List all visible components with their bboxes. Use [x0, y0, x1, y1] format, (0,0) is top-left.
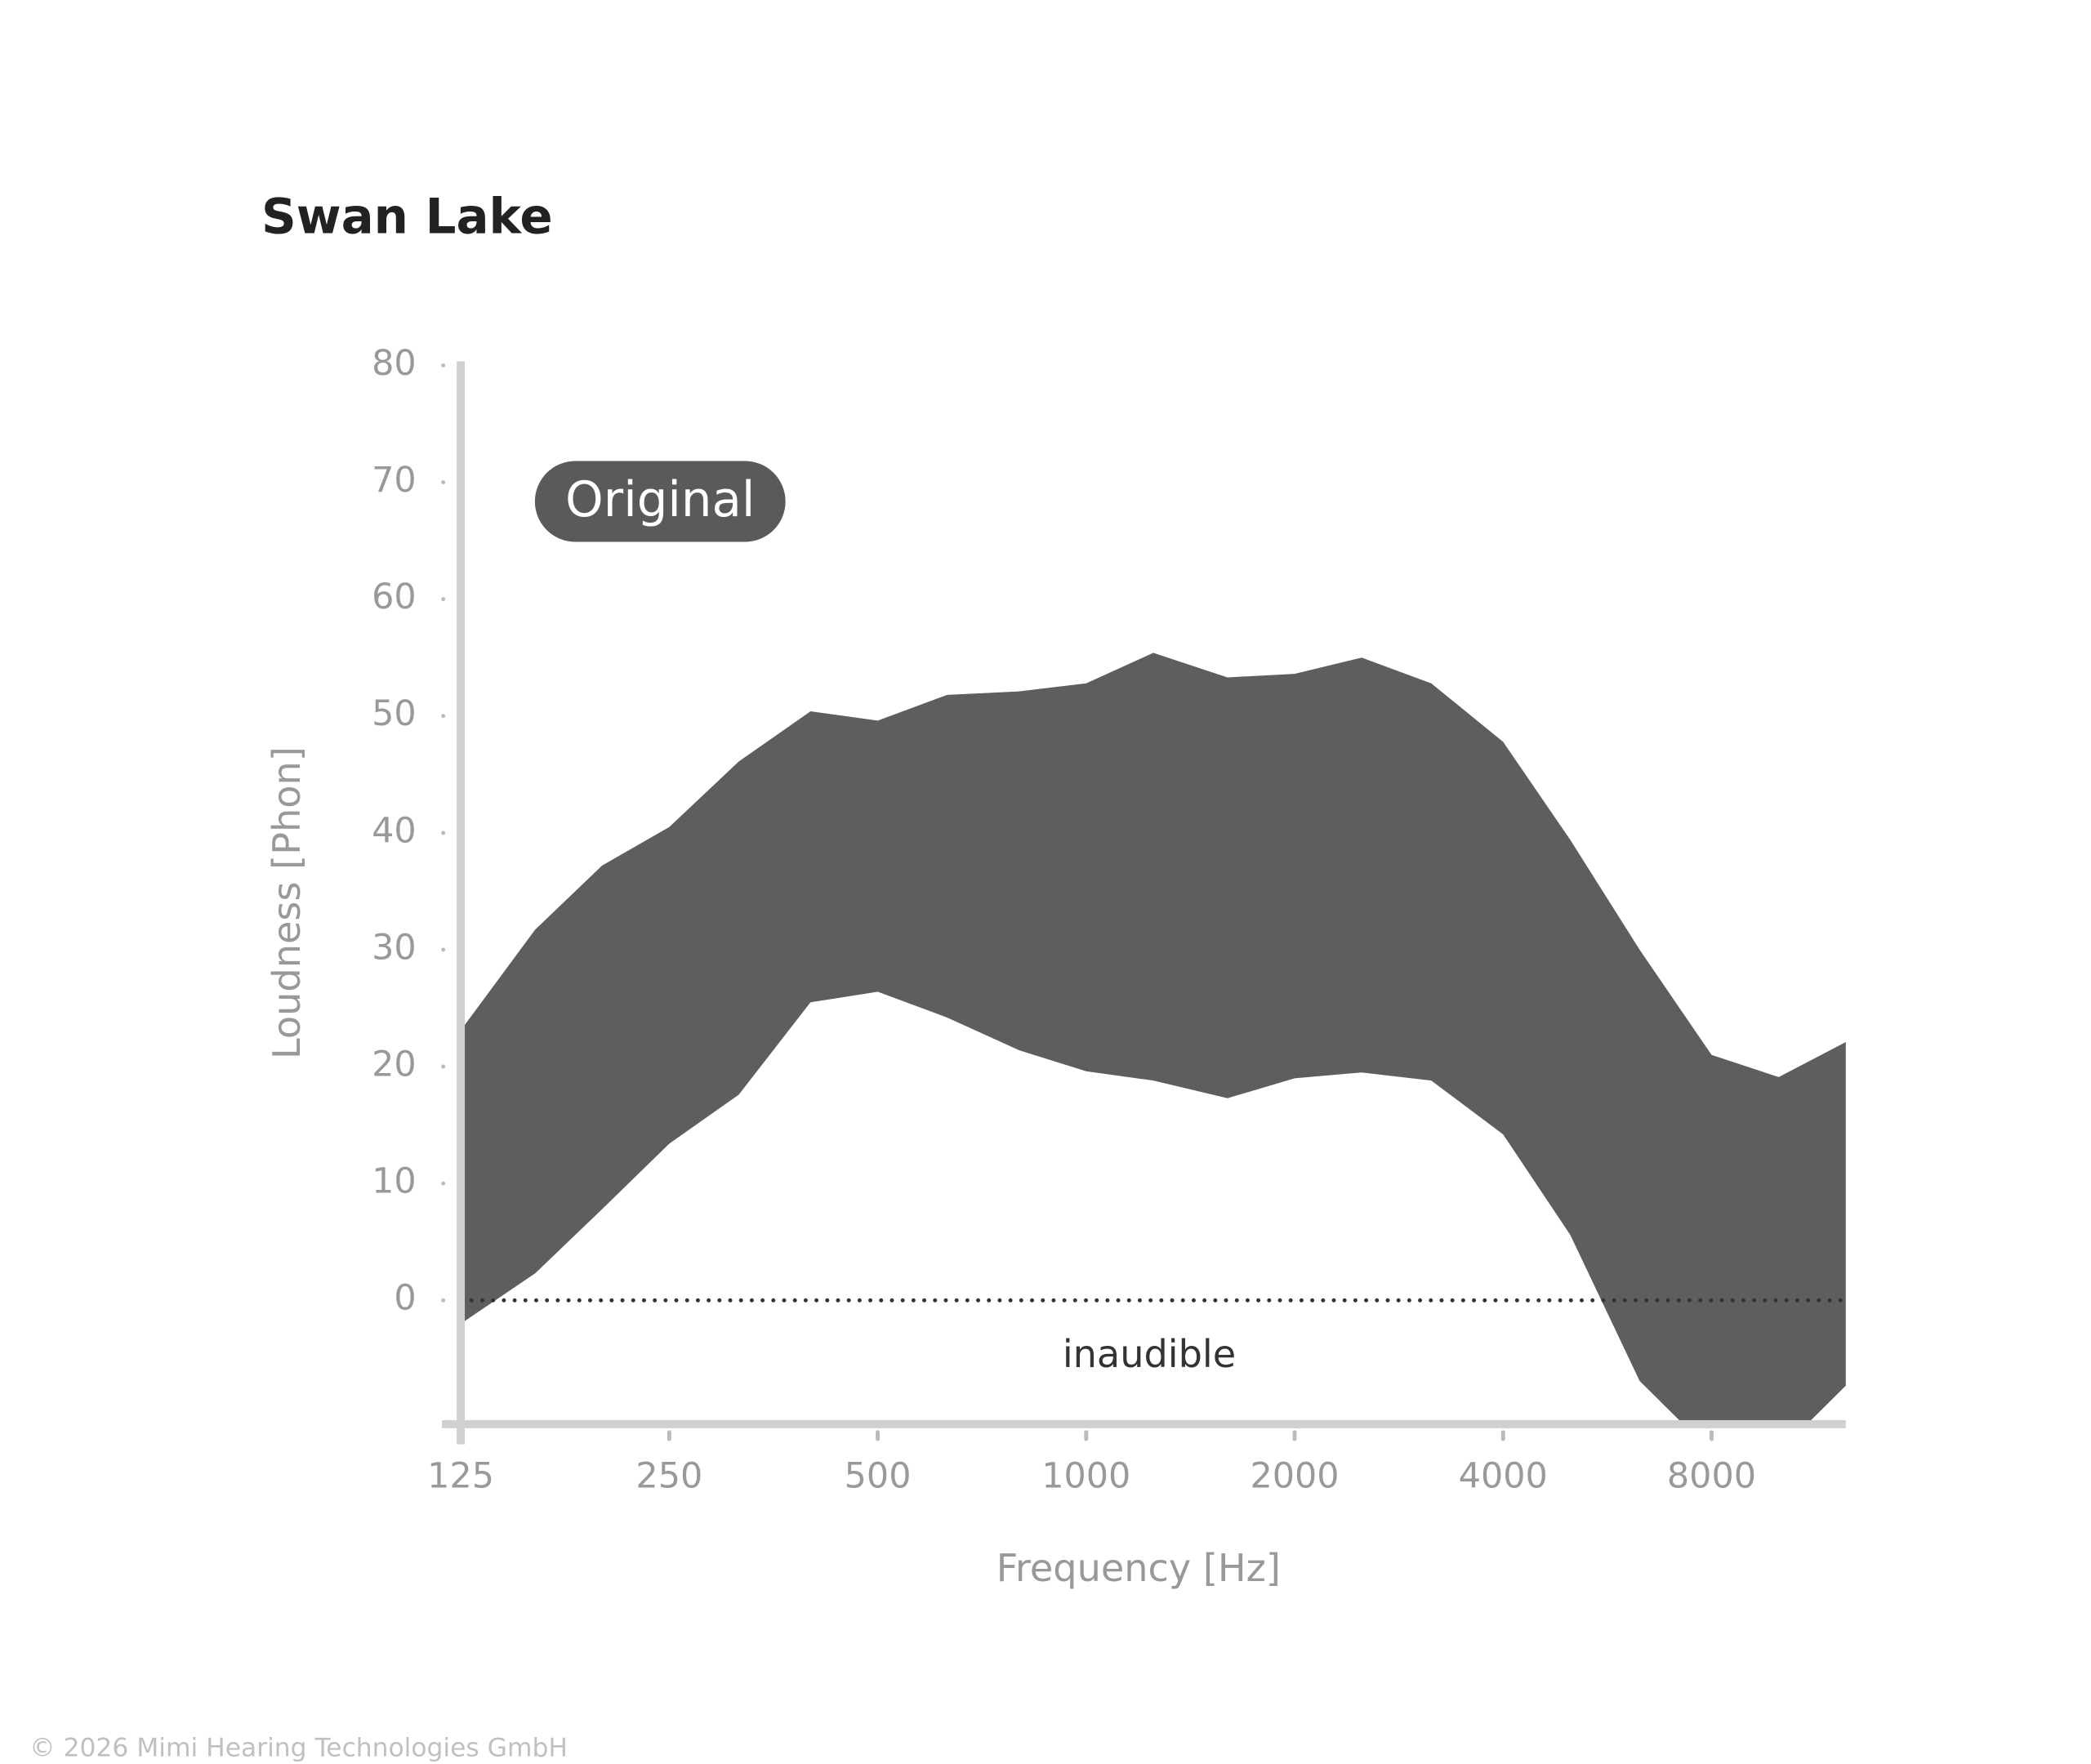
x-tick-label: 125 [427, 1455, 494, 1496]
badge [534, 461, 786, 542]
y-tick-label: 70 [372, 460, 417, 501]
y-tick-label: 30 [372, 927, 417, 968]
badge-label: Original [565, 472, 755, 528]
x-axis-label: Frequency [Hz] [996, 1546, 1281, 1590]
range-area [461, 653, 1846, 1424]
x-tick-label: 2000 [1250, 1455, 1339, 1496]
x-tick-label: 1000 [1041, 1455, 1130, 1496]
x-tick-label: 8000 [1667, 1455, 1756, 1496]
chart-title: Swan Lake [261, 189, 553, 245]
y-axis-label: Loudness [Phon] [265, 746, 309, 1059]
y-tick-label: 60 [372, 577, 417, 617]
y-tick-label: 50 [372, 693, 417, 734]
footer: © 2026 Mimi Hearing Technologies GmbH [29, 1733, 568, 1762]
x-tick-label: 250 [635, 1455, 702, 1496]
y-tick-label: 40 [372, 810, 417, 851]
y-tick-label: 80 [372, 343, 417, 384]
y-tick-label: 10 [372, 1161, 417, 1202]
y-tick-label: 0 [394, 1278, 416, 1319]
y-tick-label: 20 [372, 1045, 417, 1085]
annotation: inaudible [1063, 1332, 1236, 1376]
x-tick-label: 500 [845, 1455, 912, 1496]
x-tick-label: 4000 [1459, 1455, 1548, 1496]
